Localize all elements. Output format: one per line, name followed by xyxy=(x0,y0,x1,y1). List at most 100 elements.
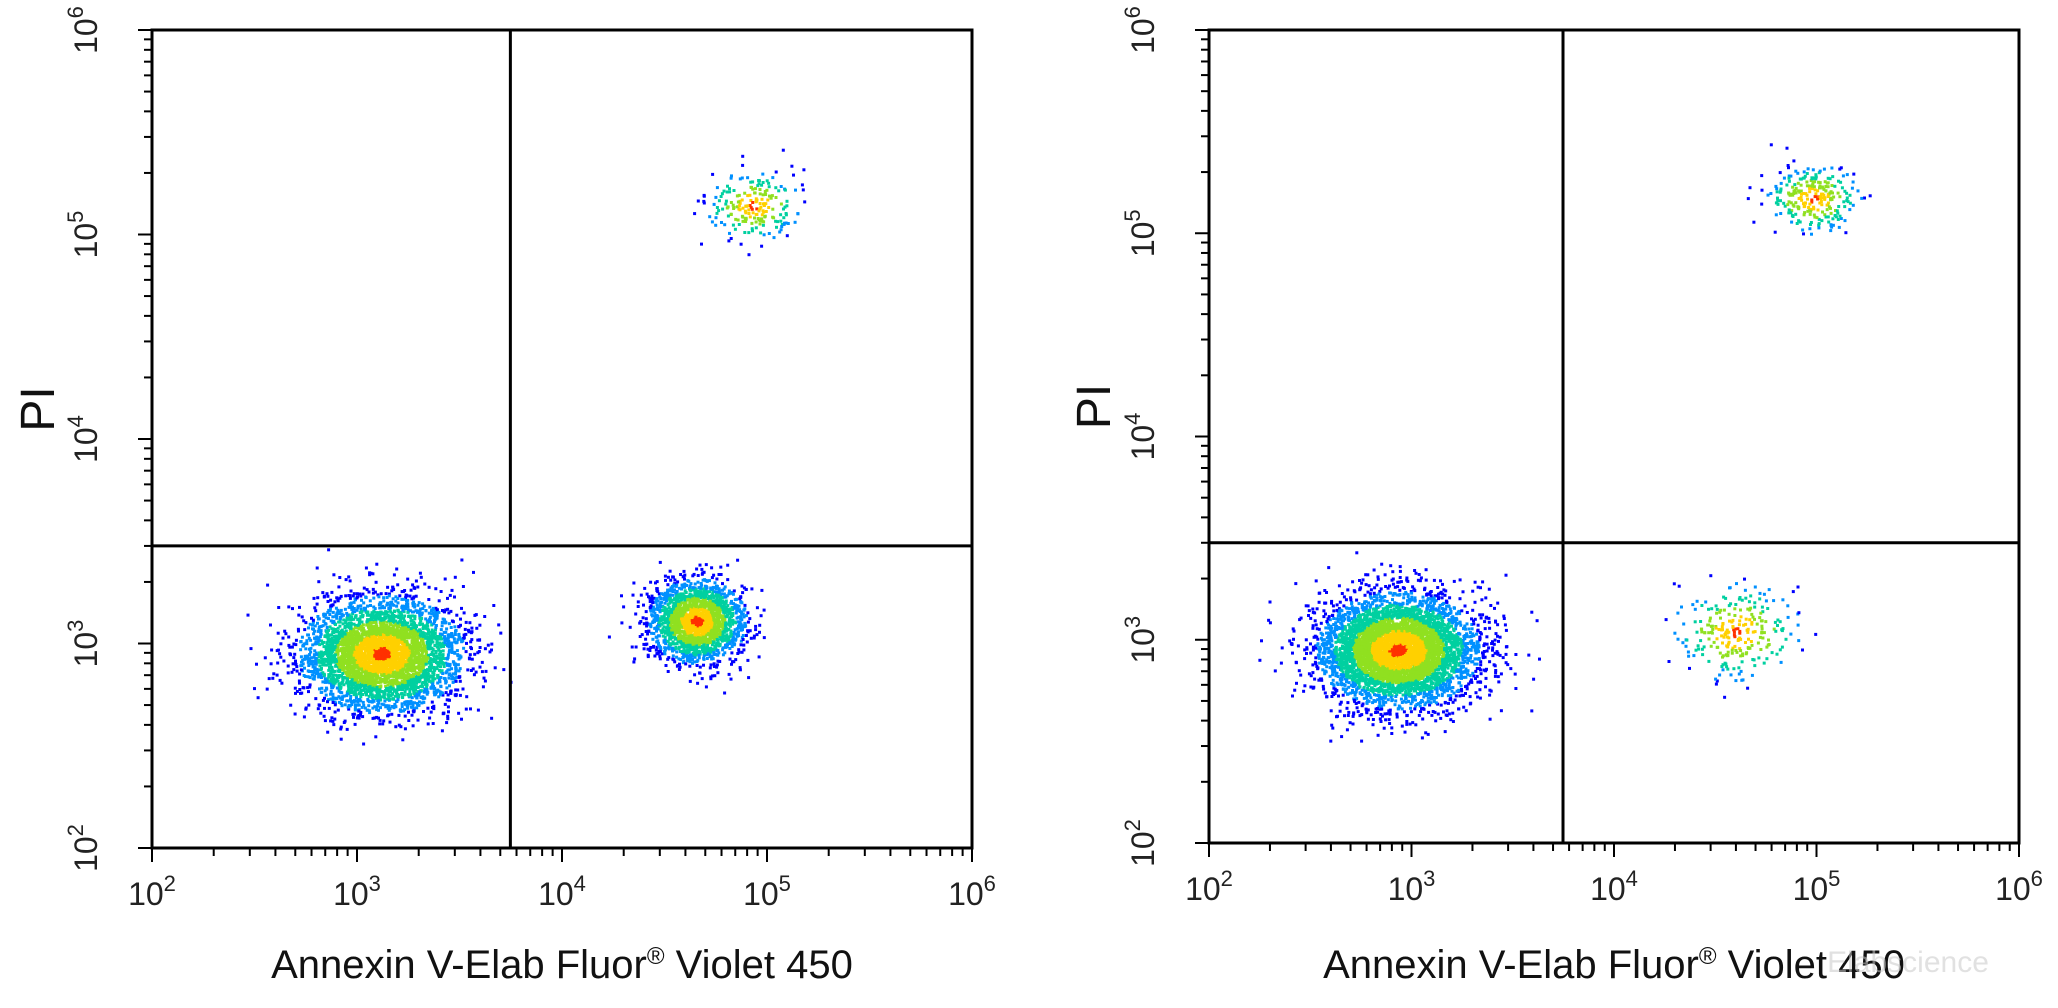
event-dot xyxy=(484,669,488,673)
event-dot xyxy=(331,719,335,723)
event-dot xyxy=(309,656,313,660)
event-dot xyxy=(253,687,256,691)
event-dot xyxy=(429,646,433,650)
event-dot xyxy=(327,548,331,552)
event-dot xyxy=(310,616,313,620)
event-dot xyxy=(454,688,458,692)
event-dot xyxy=(480,670,484,674)
event-dot xyxy=(419,696,423,699)
event-dot xyxy=(324,645,328,649)
event-dot xyxy=(436,664,440,668)
event-dot xyxy=(336,599,340,603)
event-dot xyxy=(317,617,321,621)
event-dot xyxy=(279,642,283,646)
event-dot xyxy=(762,636,766,640)
event-dot xyxy=(387,686,391,690)
event-dot xyxy=(703,584,707,588)
event-dot xyxy=(347,621,351,625)
event-dot xyxy=(444,661,448,665)
event-dot xyxy=(333,717,337,721)
flow-plot-1: 102 103 104 105 106102103104105106PIAnnexin … xyxy=(12,6,996,987)
event-dot xyxy=(387,708,391,712)
event-dot xyxy=(298,681,301,685)
event-dot xyxy=(312,627,315,631)
event-dot xyxy=(638,635,642,638)
event-dot xyxy=(369,660,373,664)
event-dot xyxy=(395,643,399,647)
event-dot xyxy=(379,623,383,627)
event-dot xyxy=(426,627,430,631)
event-dot xyxy=(364,656,368,660)
event-dot xyxy=(436,674,440,678)
event-dot xyxy=(404,623,408,627)
event-dot xyxy=(332,696,336,700)
event-dot xyxy=(461,585,465,588)
event-dot xyxy=(444,691,448,695)
event-dot xyxy=(394,619,398,623)
event-dot xyxy=(366,676,370,680)
event-dot xyxy=(387,594,391,598)
event-dot xyxy=(447,635,451,639)
event-dot xyxy=(372,596,376,600)
event-dot xyxy=(377,629,381,633)
event-dot xyxy=(443,618,446,622)
event-dot xyxy=(361,614,364,618)
event-dot xyxy=(427,641,431,645)
event-dot xyxy=(332,679,336,683)
event-dot xyxy=(692,629,696,633)
event-dot xyxy=(418,621,422,625)
event-dot xyxy=(375,611,379,615)
event-dot xyxy=(384,704,388,708)
event-dot xyxy=(431,679,435,683)
event-dot xyxy=(391,611,394,615)
event-dot xyxy=(400,687,404,691)
event-dot xyxy=(371,648,375,652)
event-dot xyxy=(652,609,656,613)
event-dot xyxy=(673,627,677,631)
event-dot xyxy=(426,637,430,641)
event-dot xyxy=(345,727,349,731)
event-dot xyxy=(406,700,410,704)
event-dot xyxy=(331,642,335,646)
event-dot xyxy=(392,573,396,577)
event-dot xyxy=(326,594,330,598)
event-dot xyxy=(642,603,645,607)
event-dot xyxy=(433,615,437,619)
event-dot xyxy=(379,685,383,689)
event-dot xyxy=(438,653,442,657)
event-dot xyxy=(361,644,365,648)
event-dot xyxy=(367,704,371,708)
event-dot xyxy=(313,649,317,653)
event-dot xyxy=(364,606,367,610)
event-dot xyxy=(309,638,313,642)
event-dot xyxy=(369,614,373,618)
event-dot xyxy=(362,666,366,670)
event-dots xyxy=(246,148,807,746)
event-dot xyxy=(313,668,317,672)
event-dot xyxy=(413,658,417,662)
event-dot xyxy=(490,648,493,652)
event-dot xyxy=(346,705,350,709)
event-dot xyxy=(478,623,482,627)
event-dot xyxy=(361,715,365,719)
event-dot xyxy=(439,676,443,679)
event-dot xyxy=(373,590,377,594)
event-dot xyxy=(322,714,326,718)
event-dot xyxy=(331,673,335,677)
event-dot xyxy=(410,619,414,623)
event-dot xyxy=(373,688,377,692)
event-dot xyxy=(425,692,429,696)
event-dot xyxy=(461,639,465,643)
event-dot xyxy=(409,687,413,691)
event-dot xyxy=(449,626,453,629)
event-dot xyxy=(395,647,399,651)
event-dot xyxy=(334,630,338,634)
event-dot xyxy=(348,615,352,619)
event-dot xyxy=(739,595,743,599)
event-dot xyxy=(429,710,433,714)
event-dot xyxy=(338,576,342,579)
event-dot xyxy=(347,680,351,684)
event-dot xyxy=(344,636,348,640)
event-dot xyxy=(389,685,393,689)
event-dot xyxy=(686,657,689,661)
